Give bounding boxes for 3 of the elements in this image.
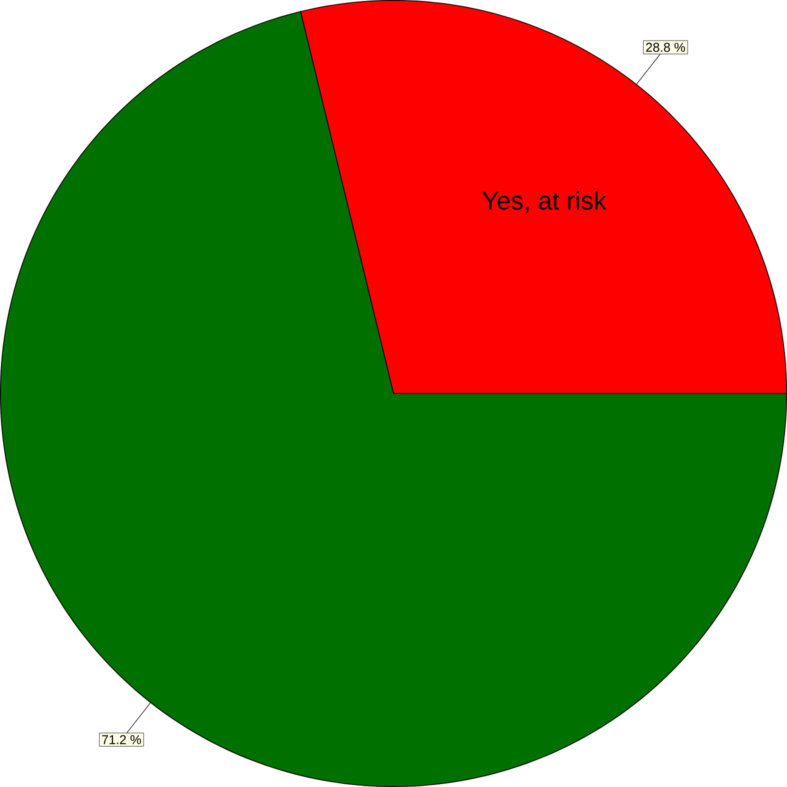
data-label: 28.8 % bbox=[646, 42, 686, 52]
slice-label: Yes, at risk bbox=[482, 190, 606, 213]
data-label: 71.2 % bbox=[102, 735, 142, 744]
